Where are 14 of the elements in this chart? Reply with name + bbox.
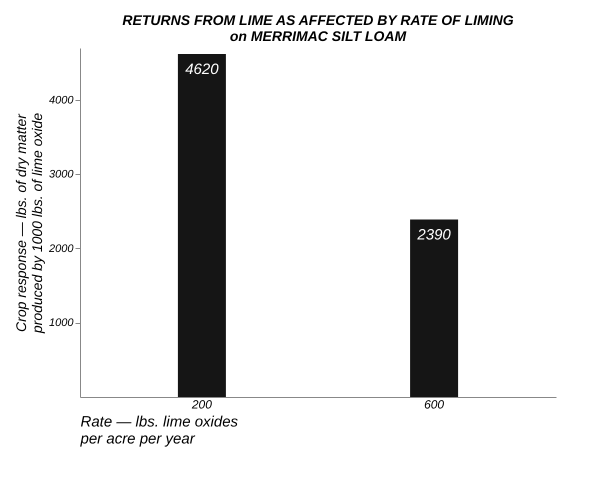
x-tick-label: 200 <box>190 398 212 412</box>
data-label: 4620 <box>185 60 220 78</box>
text: RETURNS FROM LIME AS AFFECTED BY RATE OF LIMING <box>122 12 514 28</box>
text: on MERRIMAC SILT LOAM <box>230 28 406 44</box>
text: produced by 1000 lbs. of lime oxide <box>29 112 46 334</box>
text: per acre per year <box>80 430 195 448</box>
text: Rate — lbs. lime oxides <box>80 414 238 430</box>
y-tick-label: 2000 <box>48 242 74 255</box>
x-tick-label: 600 <box>424 398 444 412</box>
y-tick-label: 3000 <box>49 168 74 181</box>
y-tick-label: 1000 <box>49 317 74 330</box>
data-label: 2390 <box>416 226 452 244</box>
text: Crop response — lbs. of dry matter <box>13 114 30 332</box>
y-tick-label: 4000 <box>49 94 74 106</box>
